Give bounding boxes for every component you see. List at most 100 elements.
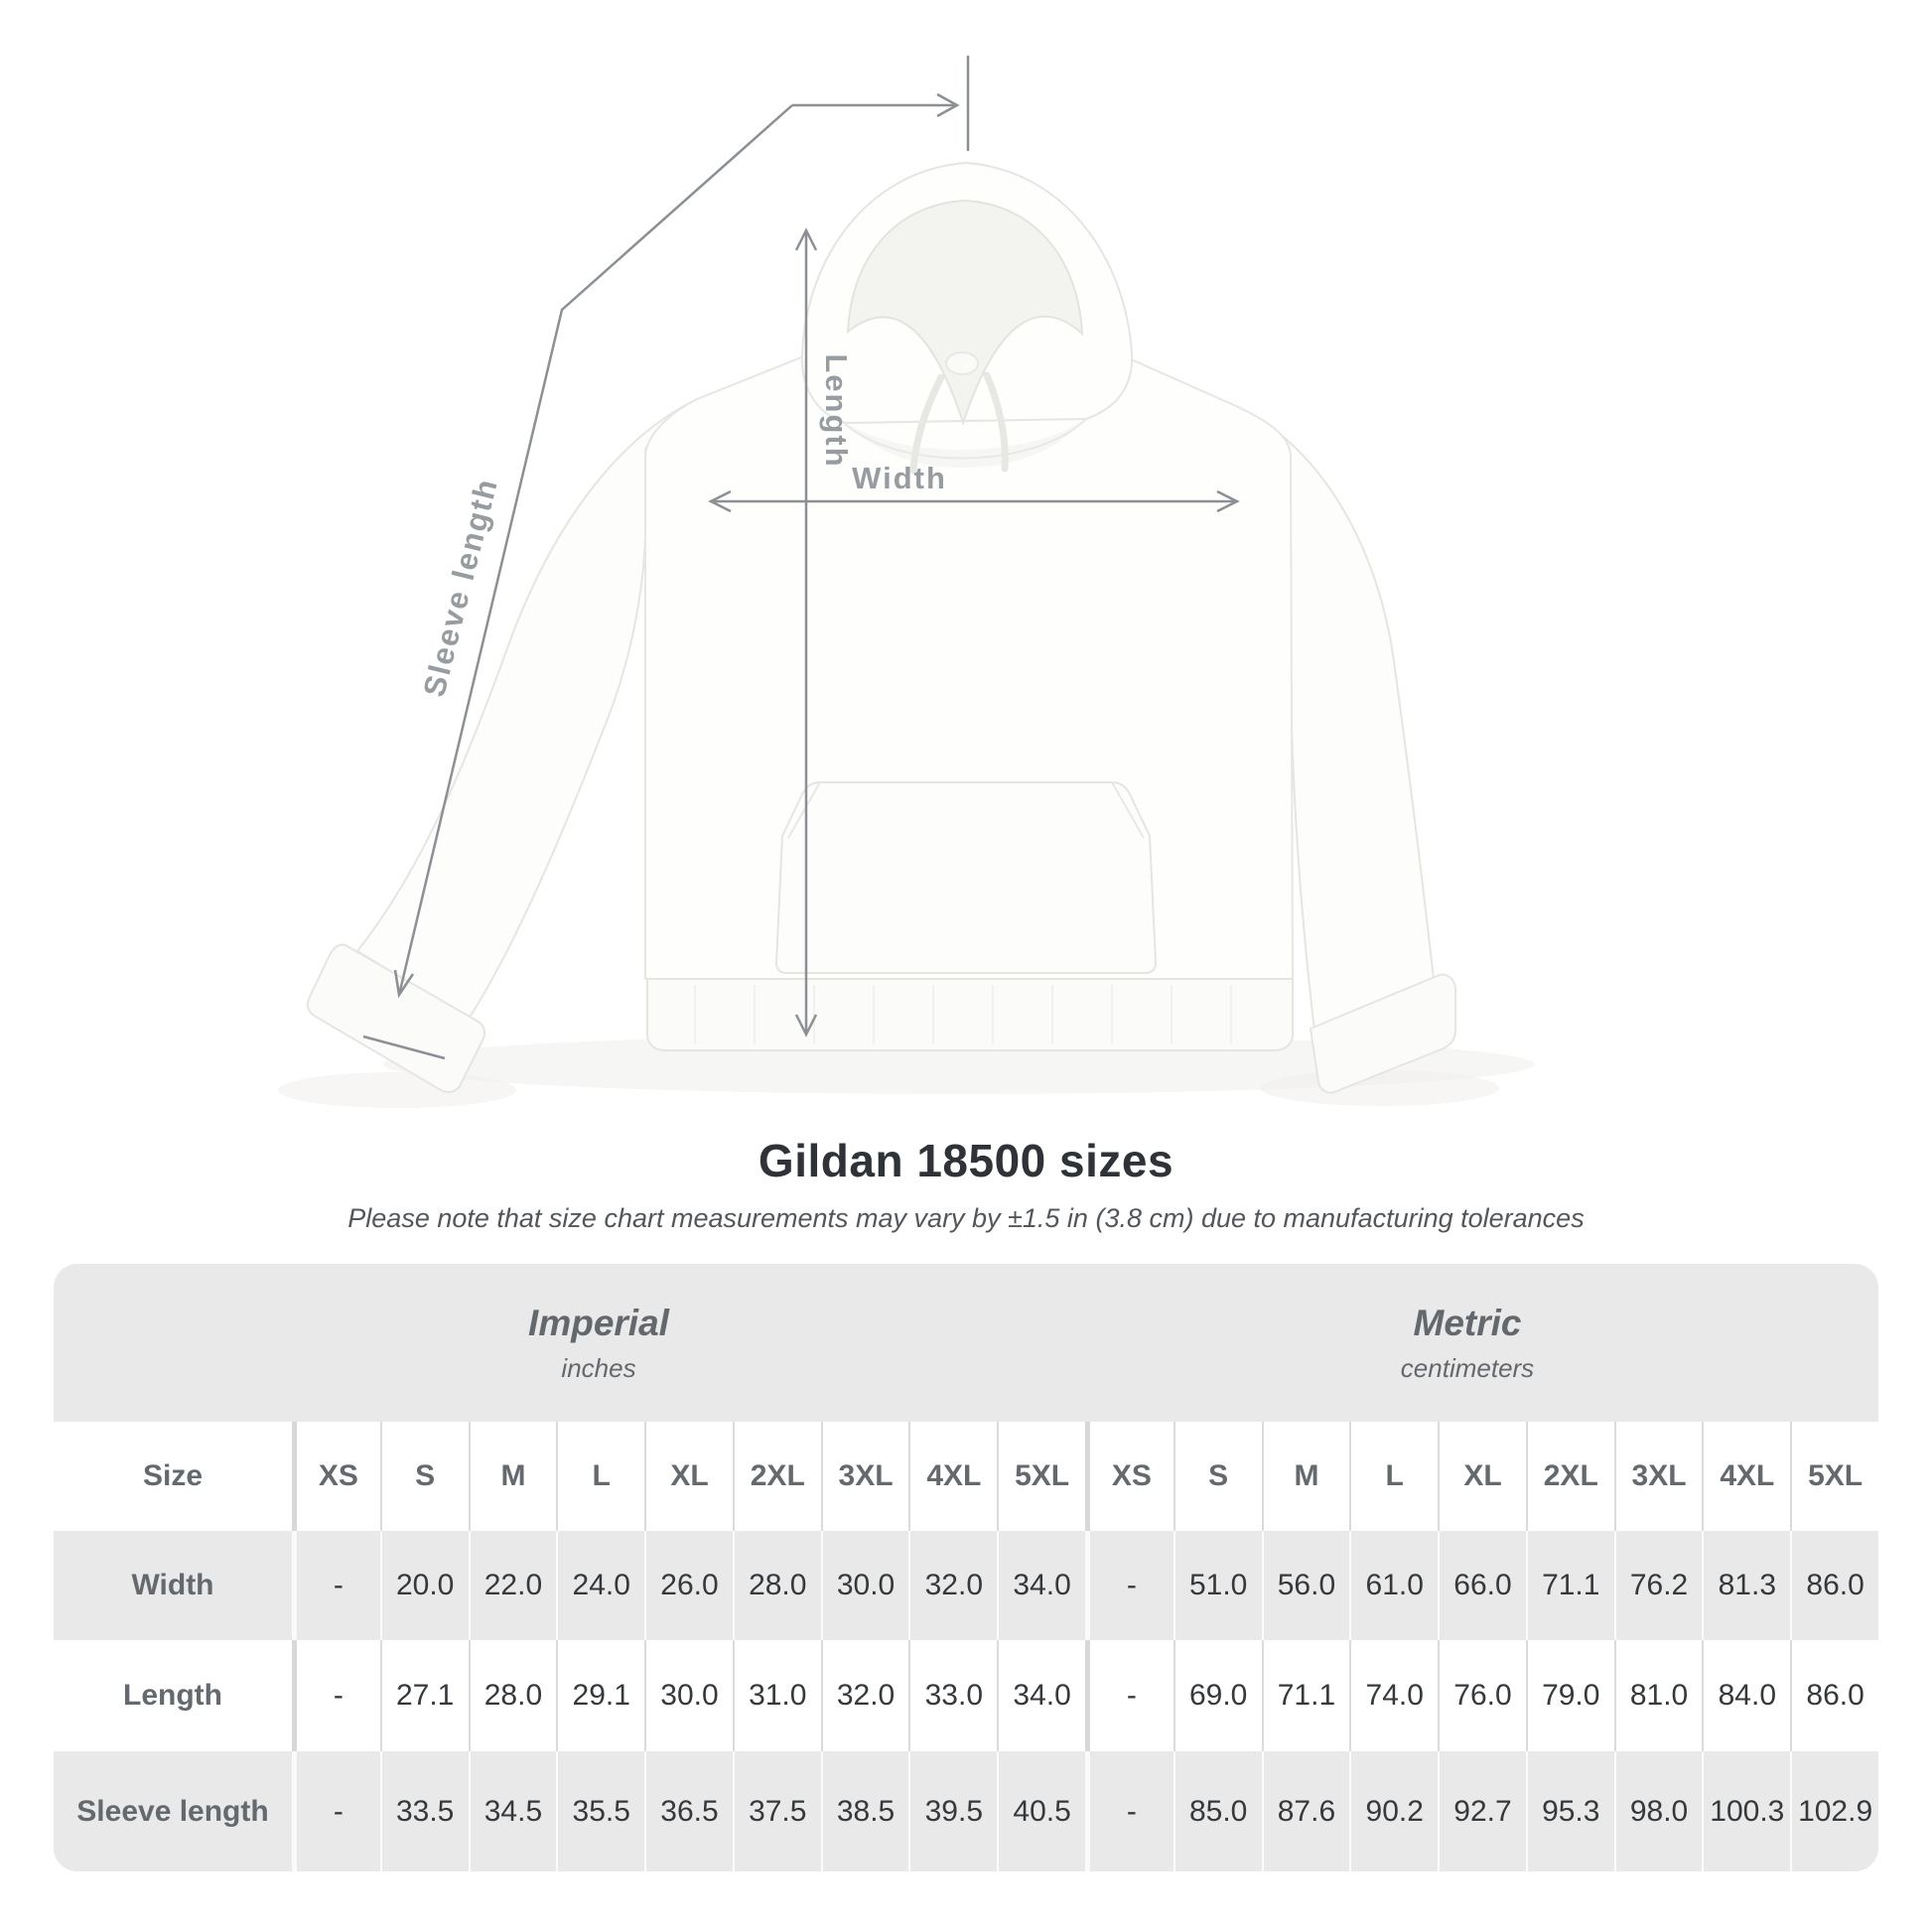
size-column-header: XL: [1438, 1422, 1526, 1531]
value-cell: 102.9: [1790, 1751, 1878, 1871]
value-cell: 26.0: [644, 1531, 733, 1640]
value-cell: 40.5: [997, 1751, 1085, 1871]
value-cell: -: [292, 1640, 380, 1751]
value-cell: 81.3: [1702, 1531, 1790, 1640]
value-cell: 32.0: [820, 1640, 909, 1751]
imperial-group-heading: Imperial inches: [528, 1303, 669, 1384]
sleeve-bottom-tick: [362, 1035, 446, 1060]
size-column-header: 4XL: [908, 1422, 997, 1531]
metric-unit: centimeters: [1400, 1352, 1535, 1383]
value-cell: 27.1: [379, 1640, 469, 1751]
value-cell: 86.0: [1790, 1640, 1878, 1751]
value-cell: 24.0: [556, 1531, 644, 1640]
value-cell: 32.0: [908, 1531, 997, 1640]
value-cell: 30.0: [820, 1531, 909, 1640]
imperial-unit: inches: [561, 1352, 636, 1383]
value-cell: 71.1: [1261, 1640, 1350, 1751]
size-column-header: 5XL: [1790, 1422, 1878, 1531]
size-column-header: L: [1349, 1422, 1438, 1531]
sleeve-length-label: Sleeve length: [416, 475, 504, 701]
value-cell: 37.5: [732, 1751, 821, 1871]
value-cell: 71.1: [1525, 1531, 1614, 1640]
value-cell: 30.0: [644, 1640, 733, 1751]
hoodie-hood: [800, 161, 1134, 475]
size-column-header: XS: [1085, 1422, 1173, 1531]
value-cell: 39.5: [908, 1751, 997, 1871]
value-cell: 86.0: [1790, 1531, 1878, 1640]
width-label: Width: [852, 461, 947, 495]
value-cell: 29.1: [556, 1640, 644, 1751]
size-column-header: XS: [292, 1422, 380, 1531]
value-cell: 36.5: [644, 1751, 733, 1871]
unit-group-header: Imperial inches Metric centimeters: [54, 1264, 1878, 1422]
value-cell: 33.0: [908, 1640, 997, 1751]
value-cell: 74.0: [1349, 1640, 1438, 1751]
value-cell: 22.0: [468, 1531, 557, 1640]
value-cell: 34.0: [997, 1531, 1085, 1640]
metric-label: Metric: [1413, 1302, 1522, 1343]
value-cell: 81.0: [1613, 1640, 1703, 1751]
row-label-cell: Length: [123, 1679, 222, 1712]
value-cell: 56.0: [1261, 1531, 1350, 1640]
size-column-header: XL: [644, 1422, 733, 1531]
size-column-header: S: [379, 1422, 469, 1531]
imperial-label: Imperial: [528, 1302, 669, 1343]
value-cell: 51.0: [1173, 1531, 1262, 1640]
table-row: Sleeve length - 33.5 34.5 35.5 36.5 37.5 38.5 39…: [54, 1751, 1878, 1871]
drawstrings: [909, 351, 1009, 475]
value-cell: 95.3: [1525, 1751, 1614, 1871]
value-cell: 20.0: [379, 1531, 469, 1640]
size-column-header: 5XL: [997, 1422, 1085, 1531]
value-cell: 76.0: [1438, 1640, 1526, 1751]
measurement-lines: [362, 56, 1240, 1060]
width-arrowhead-right: [1216, 489, 1240, 513]
size-column-header: L: [556, 1422, 644, 1531]
value-cell: 90.2: [1349, 1751, 1438, 1871]
size-column-header: M: [1261, 1422, 1350, 1531]
size-column-header: 3XL: [820, 1422, 909, 1531]
length-arrowhead-top: [794, 227, 818, 251]
value-cell: 61.0: [1349, 1531, 1438, 1640]
value-cell: 31.0: [732, 1640, 821, 1751]
value-cell: 33.5: [379, 1751, 469, 1871]
table-header-row: Size XS S M L XL 2XL 3XL 4XL 5XL XS S M L XL 2XL 3XL 4XL…: [54, 1422, 1878, 1531]
value-cell: 38.5: [820, 1751, 909, 1871]
length-arrowhead-bottom: [794, 1014, 818, 1037]
value-cell: -: [1085, 1640, 1173, 1751]
value-cell: 87.6: [1261, 1751, 1350, 1871]
size-column-header: 4XL: [1702, 1422, 1790, 1531]
hoodie-torso: [644, 339, 1295, 1051]
value-cell: 28.0: [732, 1531, 821, 1640]
value-cell: 28.0: [468, 1640, 557, 1751]
value-cell: 69.0: [1173, 1640, 1262, 1751]
value-cell: 34.5: [468, 1751, 557, 1871]
size-column-header: 2XL: [732, 1422, 821, 1531]
sleeve-arrowhead-right: [936, 92, 960, 118]
value-cell: -: [1085, 1531, 1173, 1640]
sleeve-diagonal-line: [397, 104, 793, 996]
hoodie-size-diagram: Length Width Sleeve length: [307, 56, 1535, 1094]
value-cell: 98.0: [1613, 1751, 1703, 1871]
value-cell: 85.0: [1173, 1751, 1262, 1871]
tolerance-note: Please note that size chart measurements…: [347, 1203, 1585, 1233]
table-row: Width -20.0 22.0 24.0 26.0 28.0 30.0 32.0 34.0-5…: [54, 1531, 1878, 1640]
value-cell: -: [292, 1531, 380, 1640]
row-label-cell: Width: [131, 1569, 214, 1601]
value-cell: -: [1085, 1751, 1173, 1871]
length-label: Length: [819, 353, 854, 468]
size-table: Imperial inches Metric centimeters Size …: [54, 1264, 1878, 1871]
value-cell: 35.5: [556, 1751, 644, 1871]
size-column-header: M: [468, 1422, 557, 1531]
hoodie-illustration: Length Width Sleeve length: [307, 56, 1535, 1094]
page-title: Gildan 18500 sizes: [758, 1135, 1174, 1186]
value-cell: 79.0: [1525, 1640, 1614, 1751]
row-label-cell: Sleeve length: [76, 1794, 269, 1828]
size-column-header: 2XL: [1525, 1422, 1614, 1531]
width-arrowhead-left: [708, 489, 732, 513]
size-header-cell: Size: [142, 1459, 204, 1492]
value-cell: 66.0: [1438, 1531, 1526, 1640]
table-body: Width -20.0 22.0 24.0 26.0 28.0 30.0 32.0 34.0-5…: [54, 1531, 1878, 1871]
value-cell: 76.2: [1613, 1531, 1703, 1640]
hoodie-sleeves: [307, 398, 1456, 1094]
value-cell: 84.0: [1702, 1640, 1790, 1751]
